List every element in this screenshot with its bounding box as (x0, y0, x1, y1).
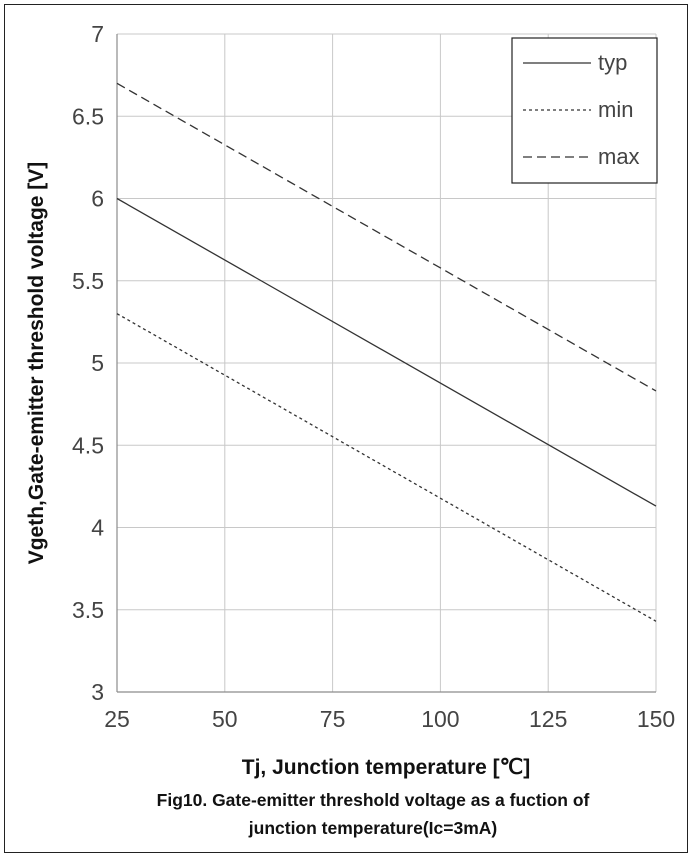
legend-label-max: max (598, 144, 640, 169)
y-tick-labels: 3 3.5 4 4.5 5 5.5 6 6.5 7 (72, 21, 104, 705)
x-tick-label: 25 (104, 706, 130, 732)
y-tick-label: 4.5 (72, 432, 104, 458)
y-tick-label: 4 (91, 515, 104, 541)
series-line-max (116, 82, 657, 392)
x-tick-label: 100 (421, 706, 459, 732)
x-tick-label: 75 (320, 706, 346, 732)
x-tick-label: 150 (637, 706, 675, 732)
y-tick-label: 5.5 (72, 268, 104, 294)
y-tick-label: 3.5 (72, 597, 104, 623)
legend: typ min max (511, 37, 658, 184)
y-tick-label: 7 (91, 21, 104, 47)
legend-label-min: min (598, 97, 633, 122)
y-tick-label: 5 (91, 350, 104, 376)
y-tick-label: 6 (91, 186, 104, 212)
y-tick-label: 6.5 (72, 103, 104, 129)
x-axis-label: Tj, Junction temperature [℃] (242, 756, 530, 779)
plot-area (116, 34, 656, 693)
figure-caption-line-2: junction temperature(Ic=3mA) (248, 818, 497, 838)
series-line-typ (116, 197, 657, 507)
figure-caption-line-1: Fig10. Gate-emitter threshold voltage as… (157, 790, 590, 810)
x-tick-label: 125 (529, 706, 567, 732)
legend-label-typ: typ (598, 50, 627, 75)
y-tick-label: 3 (91, 679, 104, 705)
y-axis-label: Vgeth,Gate-emitter threshold voltage [V] (25, 162, 48, 565)
series-lines (116, 82, 657, 622)
x-tick-labels: 25 50 75 100 125 150 (104, 706, 675, 732)
x-tick-label: 50 (212, 706, 238, 732)
series-line-min (116, 313, 657, 622)
